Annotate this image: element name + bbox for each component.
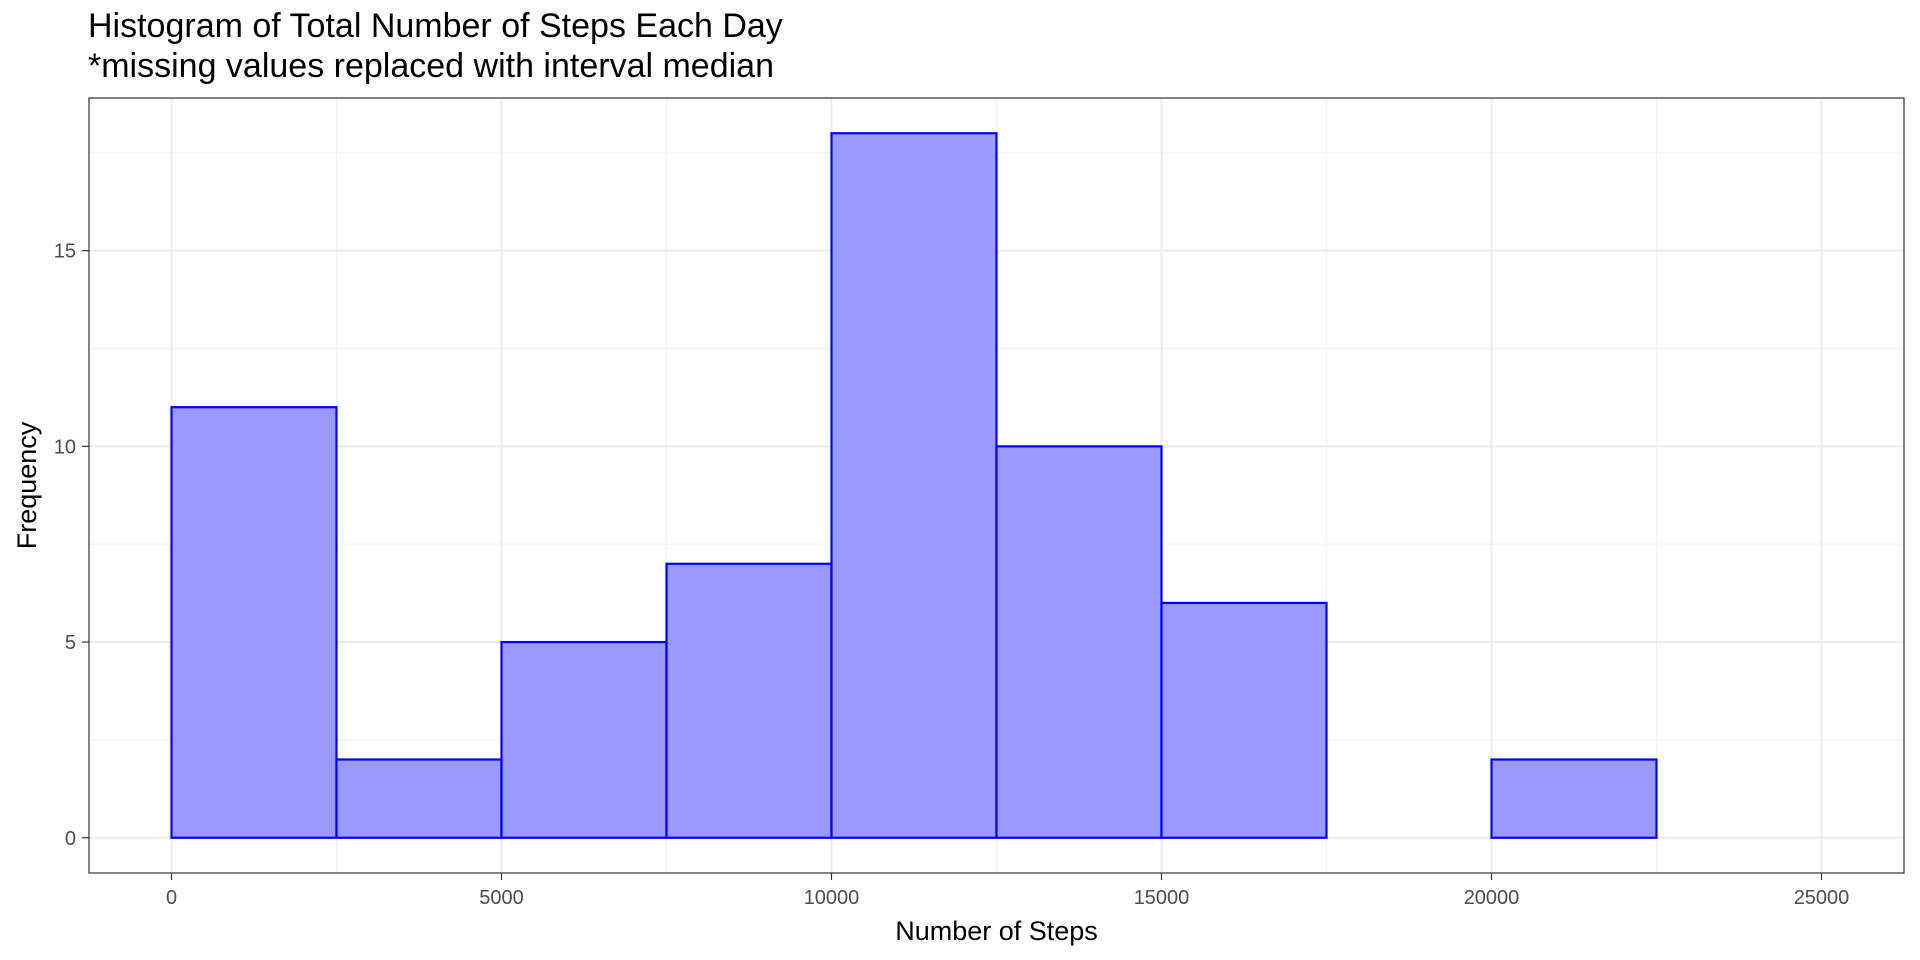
chart-subtitle: *missing values replaced with interval m… [88, 47, 774, 85]
x-tick-label: 5000 [479, 887, 524, 909]
axis-ticks: 0 5000 10000 15000 20000 25000 0 5 10 15 [54, 241, 1850, 909]
y-tick-label: 5 [65, 632, 76, 654]
histogram-bars [170, 132, 1658, 839]
histogram-bar-7 [1160, 601, 1328, 839]
x-tick-label: 0 [166, 887, 177, 909]
histogram-bar-1 [170, 406, 338, 839]
histogram-bar-5 [830, 132, 998, 839]
x-tick-label: 20000 [1464, 887, 1520, 909]
histogram-bar-9 [1490, 758, 1658, 839]
x-tick-label: 10000 [804, 887, 860, 909]
panel-border [88, 97, 1905, 874]
x-axis-title: Number of Steps [895, 916, 1098, 946]
histogram-bar-3 [500, 640, 668, 839]
chart-title: Histogram of Total Number of Steps Each … [88, 7, 783, 45]
y-tick-label: 15 [54, 241, 76, 263]
histogram-bar-2 [335, 758, 503, 839]
y-tick-label: 0 [65, 828, 76, 850]
x-tick-label: 25000 [1794, 887, 1850, 909]
x-tick-label: 15000 [1134, 887, 1190, 909]
y-axis-title: Frequency [12, 421, 42, 549]
chart-title-block: Histogram of Total Number of Steps Each … [88, 6, 783, 86]
histogram-bar-4 [665, 562, 833, 839]
y-tick-label: 10 [54, 436, 76, 458]
histogram-bar-6 [995, 445, 1163, 839]
